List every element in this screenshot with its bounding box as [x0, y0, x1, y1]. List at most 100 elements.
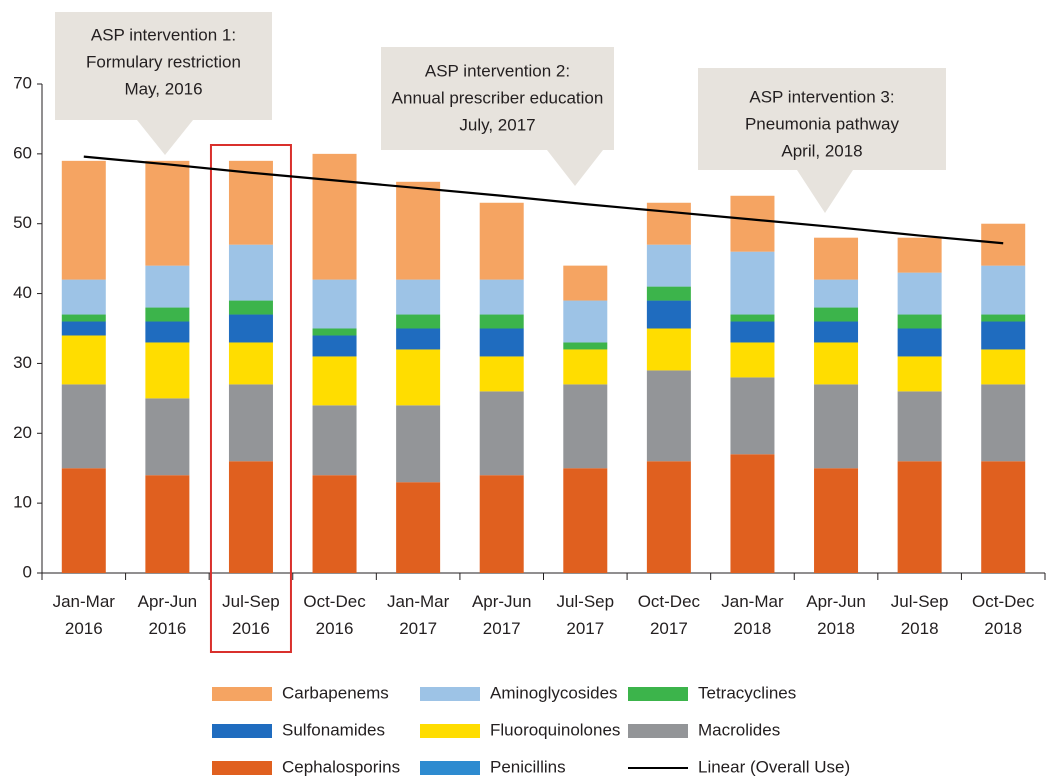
legend-label: Sulfonamides [282, 720, 385, 739]
legend-label: Aminoglycosides [490, 683, 618, 702]
highlight-box [209, 144, 292, 653]
legend-label: Penicillins [490, 757, 566, 776]
bar-segment [312, 279, 357, 329]
bar-segment [730, 321, 775, 343]
bar-segment [981, 321, 1026, 350]
bar-segment [312, 475, 357, 573]
bar-segment [730, 195, 775, 252]
bar-segment [396, 314, 441, 329]
bar-segment [312, 356, 357, 406]
bar-segment [228, 244, 273, 301]
legend-label: Linear (Overall Use) [698, 757, 850, 776]
legend-label: Macrolides [698, 720, 780, 739]
callout-text: July, 2017 [459, 115, 535, 134]
bar-segment [897, 461, 942, 573]
callout-text: April, 2018 [781, 141, 862, 160]
legend-swatch [212, 724, 272, 738]
bar-segment [228, 300, 273, 315]
bar-segment [730, 251, 775, 315]
callout [55, 12, 272, 155]
bar-segment [981, 265, 1026, 315]
x-tick-label: Jul-Sep 2017 [556, 592, 615, 638]
bar-segment [479, 202, 524, 280]
bar-segment [981, 223, 1026, 266]
callout [698, 68, 946, 213]
bar-segment [814, 468, 859, 573]
bar-segment [396, 482, 441, 573]
bar-segment [814, 307, 859, 322]
bar-segment [145, 342, 190, 399]
y-tick-label: 20 [13, 423, 32, 442]
bar-segment [646, 370, 691, 462]
bar-segment [646, 300, 691, 329]
legend-swatch [420, 687, 480, 701]
y-tick-label: 40 [13, 283, 32, 302]
bar-segment [563, 300, 608, 343]
bar-segment [61, 279, 106, 315]
trend-line [83, 155, 1004, 245]
bar-segment [145, 160, 190, 266]
bar-segment [61, 335, 106, 385]
bar-segment [563, 342, 608, 350]
callout-text: ASP intervention 3: [749, 87, 894, 106]
callout-text: ASP intervention 1: [91, 25, 236, 44]
bar-segment [897, 272, 942, 315]
bar-segment [145, 398, 190, 476]
bar-segment [814, 342, 859, 385]
bar-segment [479, 391, 524, 476]
bar-segment [646, 286, 691, 301]
bar-segment [897, 328, 942, 357]
bar-segment [396, 405, 441, 483]
legend-swatch [212, 687, 272, 701]
x-tick-label: Apr-Jun 2017 [471, 592, 532, 638]
bar-segment [396, 349, 441, 406]
bar-segment [145, 321, 190, 343]
bar-segment [396, 181, 441, 280]
bar-segment [479, 356, 524, 392]
bar-segment [145, 265, 190, 308]
legend-swatch [628, 687, 688, 701]
bar-segment [981, 384, 1026, 462]
bar-segment [897, 391, 942, 462]
bar-segment [730, 454, 775, 573]
bar-segment [479, 328, 524, 357]
bar-segment [312, 405, 357, 476]
y-tick-label: 10 [13, 493, 32, 512]
callout-text: ASP intervention 2: [425, 61, 570, 80]
bar-segment [61, 160, 106, 280]
bar-segment [814, 279, 859, 308]
x-tick-label: Jan-Mar 2017 [386, 592, 450, 638]
bar-segment [897, 314, 942, 329]
legend-label: Carbapenems [282, 683, 389, 702]
bar-segment [563, 468, 608, 573]
legend-swatch [420, 761, 480, 775]
x-tick-label: Apr-Jun 2018 [806, 592, 866, 638]
bar-segment [479, 475, 524, 573]
y-tick-label: 70 [13, 73, 32, 92]
bar-segment [563, 265, 608, 301]
bar-segment [730, 342, 775, 378]
bar-segment [981, 314, 1026, 322]
legend-swatch [628, 724, 688, 738]
bar-segment [145, 307, 190, 322]
bar-segment [396, 328, 441, 350]
legend-label: Tetracyclines [698, 683, 796, 702]
x-tick-label: Jan-Mar 2018 [721, 592, 784, 638]
bar-segment [61, 314, 106, 322]
bar-segment [479, 279, 524, 315]
bar-segment [897, 356, 942, 392]
bar-segment [814, 321, 859, 343]
bar-segment [730, 314, 775, 322]
bar-segment [312, 328, 357, 336]
bar-segment [646, 328, 691, 371]
y-tick-label: 50 [13, 213, 32, 232]
bar-segment [312, 335, 357, 357]
bar-segment [563, 349, 608, 385]
bar-segment [730, 377, 775, 455]
bar-segment [646, 461, 691, 573]
y-tick-label: 60 [13, 143, 32, 162]
legend-label: Cephalosporins [282, 757, 400, 776]
bar-segment [228, 461, 273, 573]
bar-segment [897, 237, 942, 273]
